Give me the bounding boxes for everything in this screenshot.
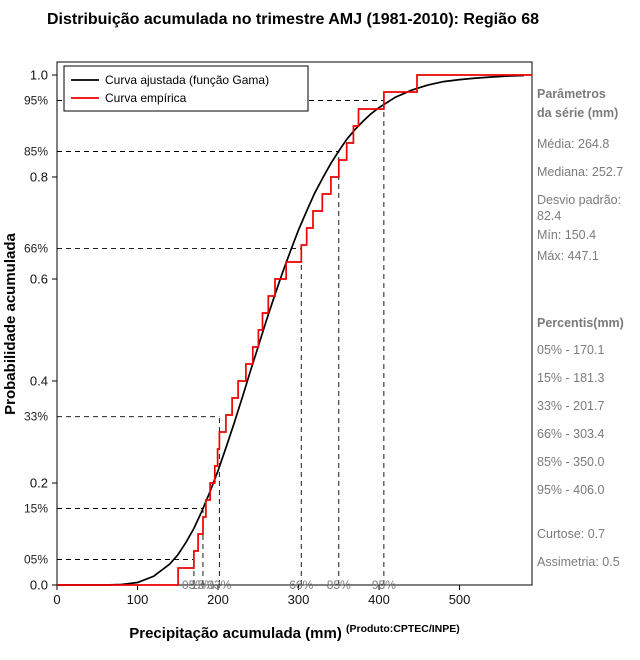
percentile-y-label: 05% (24, 553, 48, 567)
params-title-line1: Parâmetros (537, 87, 606, 101)
fitted-curve (57, 74, 524, 586)
y-tick-label: 0.2 (30, 476, 48, 491)
percentis-title: Percentis(mm) (537, 315, 624, 330)
y-tick-label: 0.4 (30, 374, 48, 389)
x-tick-label: 500 (449, 592, 471, 607)
x-tick-label: 200 (207, 592, 229, 607)
y-tick-label: 0.8 (30, 170, 48, 185)
legend-box (63, 65, 309, 112)
percentile-y-label: 95% (24, 94, 48, 108)
legend-label: Curva empírica (105, 91, 187, 105)
percentile-y-label: 15% (24, 502, 48, 516)
stats-sidebar: Parâmetros da série (mm) Média: 264.8 Me… (537, 85, 636, 582)
stat-mediana: Mediana: 252.7 (537, 164, 624, 179)
percentile-y-label: 66% (24, 241, 48, 255)
x-axis-label: Precipitação acumulada (mm) (Produto:CPT… (57, 623, 532, 642)
product-credit: (Produto:CPTEC/INPE) (346, 623, 460, 635)
y-axis-label: Probabilidade acumulada (2, 232, 19, 414)
x-tick-label: 100 (127, 592, 149, 607)
stat-max: Máx: 447.1 (537, 248, 599, 263)
percentile-y-label: 85% (24, 145, 48, 159)
percentile-x-label: 66% (289, 578, 313, 592)
chart-title: Distribuição acumulada no trimestre AMJ … (46, 11, 539, 28)
stat-media: Média: 264.8 (537, 136, 610, 151)
percentil-33: 33% - 201.7 (537, 399, 605, 414)
percentil-05: 05% - 170.1 (537, 343, 605, 358)
stat-curtose: Curtose: 0.7 (537, 527, 606, 542)
stat-min: Mín: 150.4 (537, 227, 597, 242)
legend-label: Curva ajustada (função Gama) (105, 73, 269, 87)
y-tick-label: 1.0 (30, 68, 48, 83)
x-tick-label: 0 (53, 592, 60, 607)
y-tick-label: 0.0 (30, 578, 48, 593)
percentil-95: 95% - 406.0 (537, 483, 605, 498)
empirical-curve (57, 74, 532, 586)
x-axis-label-text: Precipitação acumulada (mm) (129, 625, 342, 642)
percentile-x-label: 85% (327, 578, 351, 592)
percentil-66: 66% - 303.4 (537, 427, 605, 442)
y-tick-label: 0.6 (30, 272, 48, 287)
percentile-x-label: 95% (372, 578, 396, 592)
percentil-15: 15% - 181.3 (537, 371, 605, 386)
percentil-85: 85% - 350.0 (537, 455, 605, 470)
percentile-y-label: 33% (24, 410, 48, 424)
stat-assimetria: Assimetria: 0.5 (537, 555, 620, 570)
x-tick-label: 300 (288, 592, 310, 607)
percentile-x-label: 15% (191, 578, 215, 592)
percentile-x-label: 05% (182, 578, 206, 592)
plot-border (56, 61, 533, 586)
params-title-line2: da série (mm) (537, 106, 619, 121)
percentile-x-label: 33% (207, 578, 231, 592)
stat-desvio-padrao: Desvio padrão: 82.4 (537, 192, 622, 223)
x-tick-label: 400 (368, 592, 390, 607)
